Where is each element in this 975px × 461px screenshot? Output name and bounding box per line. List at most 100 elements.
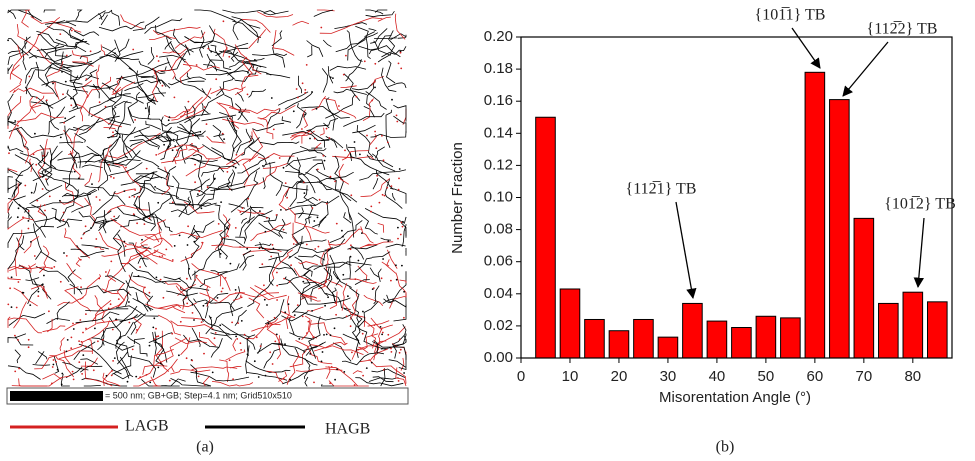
boundary-dot (159, 278, 162, 281)
grain-boundary (169, 230, 223, 239)
boundary-dot (192, 134, 195, 137)
grain-boundary (234, 309, 247, 326)
grain-boundary (395, 272, 407, 296)
grain-boundary (341, 283, 348, 311)
grain-boundary (303, 358, 311, 380)
boundary-dot (371, 99, 373, 102)
grain-boundary (281, 116, 292, 123)
grain-boundary (204, 292, 229, 305)
boundary-dot (145, 167, 148, 170)
grain-boundary (297, 103, 307, 118)
grain-boundary (254, 243, 272, 247)
grain-boundary (247, 208, 252, 224)
grain-boundary (218, 102, 251, 113)
grain-boundary (345, 59, 362, 82)
boundary-dot (287, 303, 290, 306)
grain-boundary (319, 17, 383, 34)
boundary-dot (302, 181, 305, 184)
boundary-dot (155, 276, 158, 279)
grain-boundary (259, 141, 300, 146)
grain-boundary (7, 182, 19, 213)
boundary-dot (293, 314, 296, 316)
grain-boundary (246, 171, 259, 208)
grain-boundary (277, 91, 309, 106)
boundary-dot (48, 310, 50, 313)
boundary-dot (207, 47, 210, 50)
grain-boundary (401, 224, 407, 247)
boundary-dot (128, 196, 131, 199)
grain-boundary (313, 9, 334, 17)
grain-boundary (367, 320, 390, 327)
grain-boundary (305, 171, 332, 191)
grain-boundary (262, 163, 288, 169)
grain-boundary (303, 270, 329, 297)
boundary-dot (22, 216, 24, 219)
grain-boundary (381, 46, 407, 58)
grain-boundary (206, 136, 226, 144)
grain-boundary (381, 261, 397, 274)
boundary-dot (44, 171, 47, 173)
grain-boundary (329, 254, 352, 288)
boundary-dot (349, 248, 352, 251)
boundary-dot (134, 189, 137, 191)
grain-boundary (168, 202, 217, 207)
boundary-dot (351, 351, 353, 354)
boundary-dot (222, 20, 225, 23)
grain-boundary (383, 298, 407, 308)
boundary-dot (398, 168, 401, 170)
boundary-dot (288, 281, 291, 283)
boundary-dot (266, 217, 268, 219)
grain-boundary (219, 50, 265, 62)
x-tick-label: 20 (611, 368, 628, 385)
grain-boundary (320, 252, 325, 266)
grain-boundary (341, 352, 379, 366)
boundary-dot (119, 78, 122, 81)
grain-boundary (13, 287, 38, 307)
grain-boundary (85, 308, 129, 312)
boundary-dot (155, 335, 158, 338)
boundary-dot (239, 246, 242, 248)
boundary-dot (63, 252, 65, 254)
boundary-dot (132, 213, 135, 216)
grain-boundary (301, 320, 312, 340)
grain-boundary (329, 65, 367, 71)
grain-boundary (61, 192, 91, 198)
grain-boundary (357, 212, 378, 235)
grain-boundary (27, 48, 38, 59)
grain-boundary (213, 28, 228, 51)
boundary-dot (148, 291, 151, 294)
grain-boundary (77, 285, 132, 296)
boundary-dot (152, 326, 155, 329)
grain-boundary (19, 152, 42, 164)
grain-boundary (80, 250, 105, 258)
grain-boundary (21, 9, 31, 28)
boundary-dot (223, 138, 226, 141)
boundary-dot (194, 279, 197, 281)
grain-boundary (98, 219, 105, 232)
grain-boundary (226, 117, 242, 160)
boundary-dot (390, 185, 393, 188)
grain-boundary (96, 64, 100, 88)
grain-boundary (121, 134, 133, 158)
grain-boundary (37, 351, 48, 360)
boundary-dot (13, 90, 16, 92)
grain-boundary (106, 100, 128, 138)
boundary-dot (162, 296, 165, 299)
grain-boundary (133, 134, 172, 142)
grain-boundary (271, 249, 294, 280)
boundary-dot (165, 248, 168, 251)
grain-boundary (138, 129, 160, 150)
grain-boundary (59, 337, 65, 352)
grain-boundary (225, 349, 246, 361)
annotation-arrow (675, 201, 697, 300)
grain-boundary (286, 352, 299, 385)
boundary-dot (224, 277, 227, 279)
grain-boundary (246, 372, 288, 381)
grain-boundary (222, 214, 231, 238)
grain-boundary (64, 182, 75, 200)
grain-boundary (315, 168, 340, 191)
grain-boundary (157, 167, 174, 188)
boundary-dot (316, 168, 319, 171)
boundary-dot (80, 286, 82, 289)
boundary-dot (231, 321, 234, 324)
